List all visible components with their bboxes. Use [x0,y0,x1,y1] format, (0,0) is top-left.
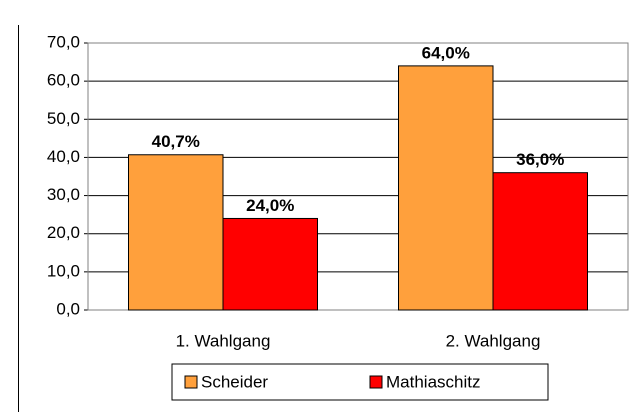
y-tick-label: 50,0 [47,109,80,128]
y-tick-label: 20,0 [47,223,80,242]
x-tick-label: 1. Wahlgang [176,331,271,350]
legend-swatch [184,375,198,389]
value-label: 36,0% [516,150,564,169]
y-tick-label: 70,0 [47,32,80,51]
bar [398,65,494,311]
legend-box [171,363,549,401]
value-label: 64,0% [422,43,470,62]
y-tick-label: 40,0 [47,147,80,166]
bar [222,217,318,311]
y-tick-label: 60,0 [47,71,80,90]
legend-label: Mathiaschitz [386,372,480,391]
y-tick-label: 0,0 [56,299,80,318]
y-tick-label: 30,0 [47,185,80,204]
y-tick-label: 10,0 [47,261,80,280]
legend-swatch [369,375,383,389]
bar [128,154,224,311]
value-label: 24,0% [246,196,294,215]
x-tick-label: 2. Wahlgang [446,331,541,350]
value-label: 40,7% [152,132,200,151]
bar [492,172,588,311]
plot-area [87,42,629,311]
legend-label: Scheider [201,372,268,391]
